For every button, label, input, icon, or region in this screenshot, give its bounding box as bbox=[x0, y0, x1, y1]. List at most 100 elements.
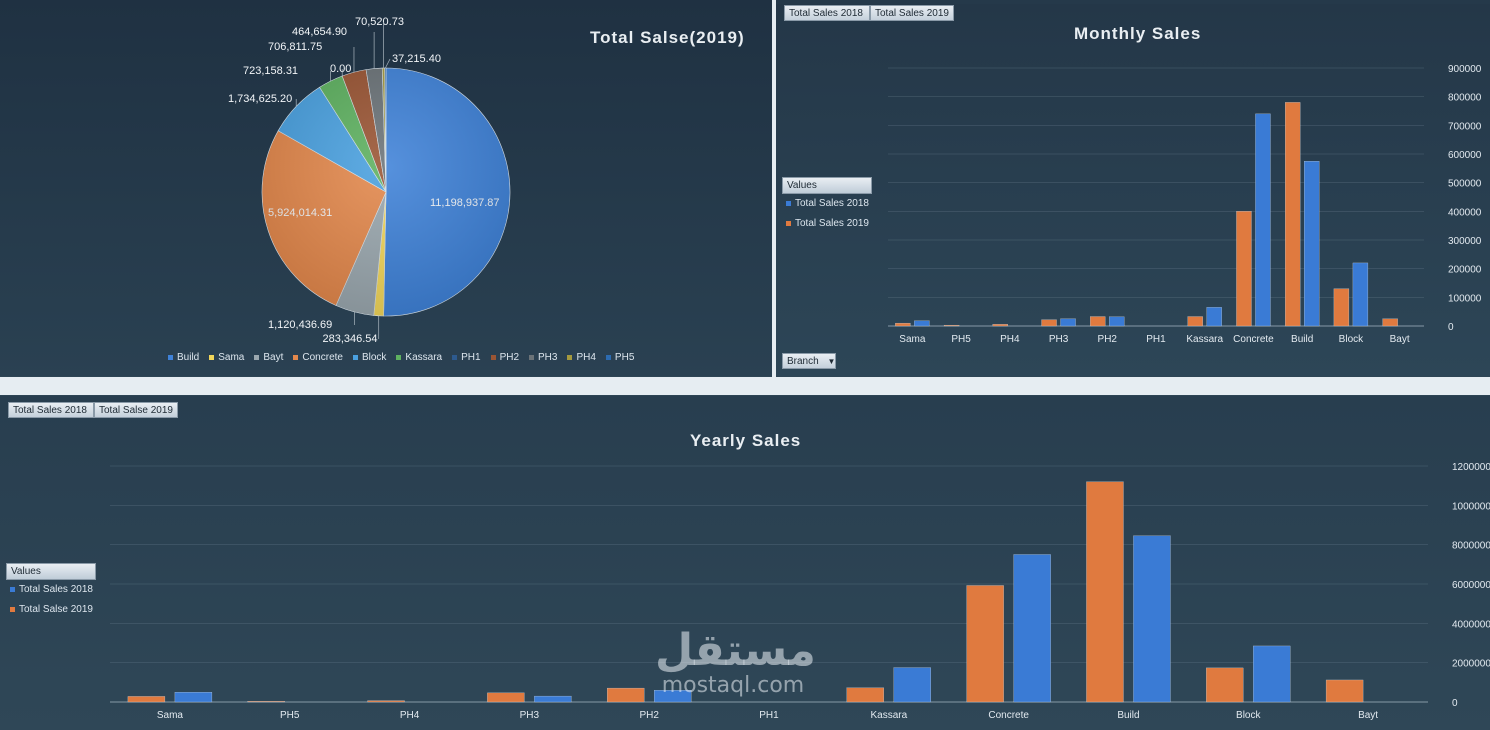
monthly-bar-bayt-total-sales-2019[interactable] bbox=[1382, 318, 1398, 327]
monthly-x-tick-label-build: Build bbox=[1291, 334, 1313, 345]
monthly-bar-ph5-total-sales-2019[interactable] bbox=[943, 324, 960, 327]
yearly-y-tick-label: 4000000 bbox=[1452, 619, 1490, 630]
legend-swatch bbox=[529, 354, 535, 360]
legend-swatch bbox=[490, 354, 496, 360]
branch-filter-button[interactable]: Branch ▼ bbox=[782, 353, 836, 369]
yearly-bar-ph4-total-salse-2019[interactable] bbox=[367, 700, 405, 703]
yearly-x-tick-label-ph4: PH4 bbox=[400, 710, 420, 721]
monthly-y-tick-label: 700000 bbox=[1448, 121, 1482, 132]
yearly-bar-concrete-total-salse-2019[interactable] bbox=[966, 585, 1004, 703]
pie-leader-line bbox=[385, 58, 391, 69]
pie-data-label-concrete: 5,924,014.31 bbox=[268, 207, 332, 219]
monthly-bar-kassara-total-sales-2019[interactable] bbox=[1187, 316, 1203, 327]
yearly-y-tick-label: 10000000 bbox=[1452, 501, 1490, 512]
field-button-2019[interactable]: Total Sales 2019 bbox=[870, 5, 954, 21]
monthly-x-tick-label-ph4: PH4 bbox=[1000, 334, 1020, 345]
pie-legend-item-block: Block bbox=[352, 352, 386, 363]
yearly-legend-item-2019: Total Salse 2019 bbox=[6, 600, 96, 620]
monthly-legend: Values Total Sales 2018 Total Sales 2019 bbox=[782, 177, 872, 234]
pie-legend-item-sama: Sama bbox=[209, 352, 244, 363]
monthly-bar-block-total-sales-2019[interactable] bbox=[1333, 288, 1350, 327]
chevron-down-icon: ▼ bbox=[827, 357, 836, 366]
monthly-y-tick-label: 800000 bbox=[1448, 93, 1482, 104]
monthly-bar-block-total-sales-2018[interactable] bbox=[1352, 262, 1369, 327]
yearly-chart-title: Yearly Sales bbox=[690, 431, 802, 450]
yearly-bar-ph3-total-sales-2018[interactable] bbox=[534, 695, 572, 703]
yearly-bar-block-total-sales-2018[interactable] bbox=[1253, 645, 1291, 703]
monthly-bar-build-total-sales-2019[interactable] bbox=[1285, 102, 1301, 327]
monthly-y-tick-label: 100000 bbox=[1448, 293, 1482, 304]
monthly-legend-item-2018: Total Sales 2018 bbox=[782, 194, 872, 214]
yearly-bar-build-total-sales-2018[interactable] bbox=[1133, 535, 1171, 703]
monthly-bar-build-total-sales-2018[interactable] bbox=[1304, 161, 1320, 327]
yearly-x-tick-label-concrete: Concrete bbox=[988, 710, 1029, 721]
yearly-x-tick-label-block: Block bbox=[1236, 710, 1261, 721]
legend-label: Bayt bbox=[263, 352, 284, 363]
legend-label: PH1 bbox=[461, 352, 481, 363]
yearly-bar-ph2-total-sales-2018[interactable] bbox=[654, 690, 692, 703]
monthly-x-tick-label-sama: Sama bbox=[899, 334, 926, 345]
monthly-y-tick-label: 400000 bbox=[1448, 207, 1482, 218]
monthly-bar-kassara-total-sales-2018[interactable] bbox=[1206, 307, 1222, 327]
yearly-bar-sama-total-sales-2018[interactable] bbox=[174, 692, 213, 703]
yearly-bar-build-total-salse-2019[interactable] bbox=[1086, 481, 1124, 703]
yearly-x-tick-label-ph2: PH2 bbox=[639, 710, 659, 721]
yearly-x-tick-label-ph1: PH1 bbox=[759, 710, 779, 721]
monthly-bar-ph2-total-sales-2018[interactable] bbox=[1109, 316, 1125, 327]
legend-swatch-2018 bbox=[786, 200, 791, 206]
monthly-y-tick-label: 600000 bbox=[1448, 150, 1482, 161]
legend-swatch bbox=[293, 354, 299, 360]
pie-data-label-ph4: 70,520.73 bbox=[355, 16, 404, 28]
legend-label: PH3 bbox=[538, 352, 558, 363]
field-button-2018[interactable]: Total Sales 2018 bbox=[8, 402, 94, 418]
pie-legend-item-concrete: Concrete bbox=[293, 352, 343, 363]
yearly-bar-concrete-total-sales-2018[interactable] bbox=[1013, 554, 1051, 703]
monthly-bar-ph3-total-sales-2018[interactable] bbox=[1060, 318, 1076, 327]
yearly-bar-chart: 0 2000000 4000000 6000000 8000000 10000000 120… bbox=[110, 462, 1490, 721]
legend-swatch bbox=[352, 354, 358, 360]
monthly-bar-ph4-total-sales-2019[interactable] bbox=[992, 324, 1008, 327]
monthly-x-tick-label-ph2: PH2 bbox=[1098, 334, 1118, 345]
field-button-2018[interactable]: Total Sales 2018 bbox=[784, 5, 870, 21]
yearly-bar-block-total-salse-2019[interactable] bbox=[1206, 667, 1244, 703]
branch-filter-label: Branch bbox=[787, 356, 819, 367]
legend-swatch bbox=[605, 354, 611, 360]
watermark-arabic: مستقل bbox=[655, 625, 816, 676]
monthly-chart-title: Monthly Sales bbox=[1074, 24, 1202, 43]
field-button-2019[interactable]: Total Salse 2019 bbox=[94, 402, 178, 418]
monthly-bar-ph3-total-sales-2019[interactable] bbox=[1041, 319, 1057, 327]
pie-legend-item-bayt: Bayt bbox=[254, 352, 283, 363]
monthly-bar-concrete-total-sales-2019[interactable] bbox=[1236, 211, 1252, 327]
legend-label: PH2 bbox=[499, 352, 520, 363]
yearly-bar-kassara-total-salse-2019[interactable] bbox=[846, 687, 884, 703]
legend-swatch-2018 bbox=[10, 586, 15, 592]
monthly-bar-ph2-total-sales-2019[interactable] bbox=[1090, 316, 1106, 327]
legend-swatch bbox=[168, 354, 173, 360]
pie-slice-build[interactable] bbox=[383, 67, 511, 317]
yearly-bar-ph3-total-salse-2019[interactable] bbox=[487, 692, 525, 703]
monthly-bar-concrete-total-sales-2018[interactable] bbox=[1255, 113, 1271, 327]
pie-data-label-ph5: 37,215.40 bbox=[392, 53, 441, 65]
monthly-bar-sama-total-sales-2019[interactable] bbox=[895, 322, 911, 327]
legend-label-2018: Total Sales 2018 bbox=[795, 198, 869, 209]
yearly-legend: Values Total Sales 2018 Total Salse 2019 bbox=[6, 563, 96, 620]
yearly-bar-ph2-total-salse-2019[interactable] bbox=[607, 687, 645, 703]
legend-swatch bbox=[452, 354, 458, 360]
monthly-x-tick-label-kassara: Kassara bbox=[1186, 334, 1223, 345]
yearly-bar-bayt-total-salse-2019[interactable] bbox=[1325, 679, 1364, 703]
yearly-bar-sama-total-salse-2019[interactable] bbox=[127, 696, 166, 703]
monthly-legend-title[interactable]: Values bbox=[782, 177, 872, 194]
yearly-x-tick-label-build: Build bbox=[1117, 710, 1139, 721]
yearly-bar-ph5-total-salse-2019[interactable] bbox=[247, 701, 285, 703]
yearly-legend-title[interactable]: Values bbox=[6, 563, 96, 580]
legend-label-2019: Total Salse 2019 bbox=[19, 604, 93, 615]
monthly-bar-sama-total-sales-2018[interactable] bbox=[914, 320, 930, 327]
monthly-y-tick-label: 0 bbox=[1448, 322, 1454, 333]
legend-swatch-2019 bbox=[786, 220, 791, 226]
legend-label: PH5 bbox=[614, 352, 635, 363]
panel-divider-horizontal[interactable] bbox=[0, 377, 1490, 395]
legend-swatch bbox=[567, 354, 573, 360]
panel-divider-vertical[interactable] bbox=[772, 0, 776, 378]
watermark-logo: مستقل mostaql.com bbox=[655, 628, 816, 698]
yearly-bar-kassara-total-sales-2018[interactable] bbox=[893, 667, 931, 703]
